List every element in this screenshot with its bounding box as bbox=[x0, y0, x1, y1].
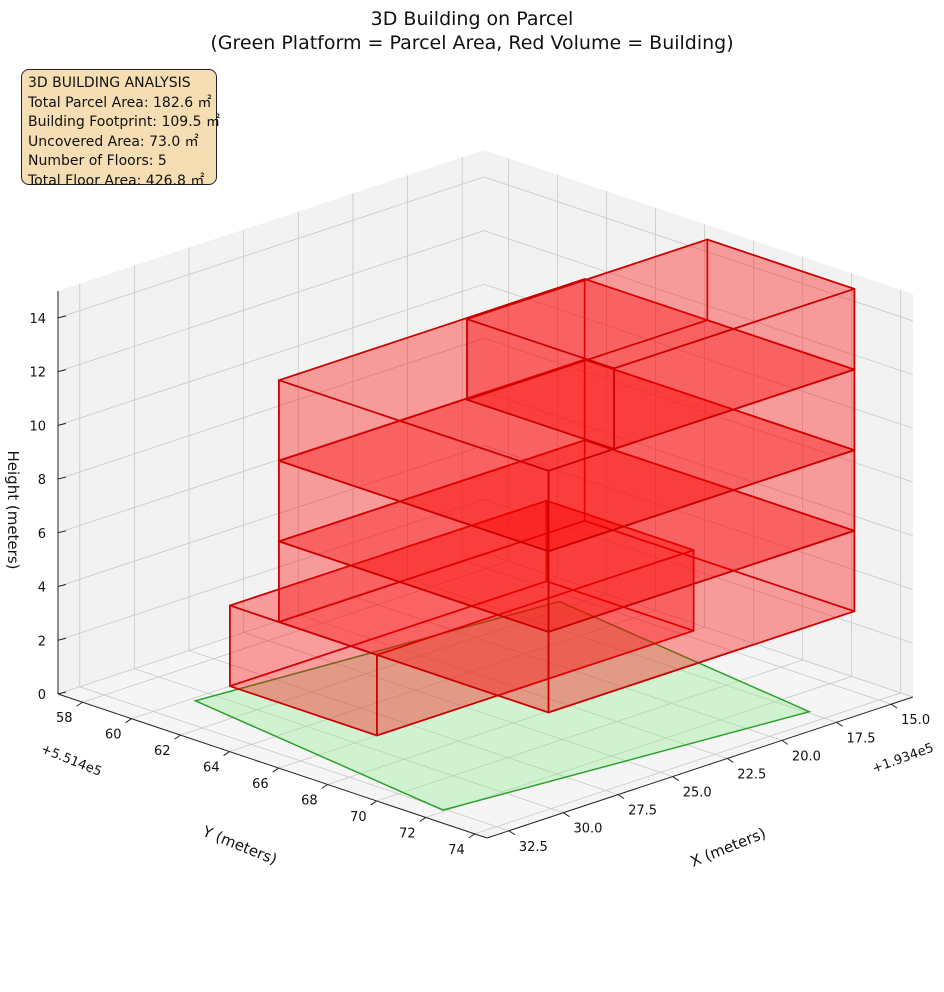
z-tick-label: 12 bbox=[29, 366, 46, 381]
x-tick-label: 68 bbox=[301, 794, 318, 809]
z-tick-label: 4 bbox=[38, 581, 46, 596]
x-tick-mark bbox=[125, 718, 132, 724]
x-tick-mark bbox=[370, 800, 377, 806]
x-tick-label: 74 bbox=[448, 843, 465, 858]
y-offset-label: +5.514e5 bbox=[39, 742, 104, 780]
x-offset-label: +1.934e5 bbox=[870, 741, 936, 777]
chart-title-line2: (Green Platform = Parcel Area, Red Volum… bbox=[210, 32, 734, 54]
floors-text: Number of Floors: 5 bbox=[28, 153, 167, 170]
grid-lines bbox=[57, 157, 914, 835]
footprint-text: Building Footprint: 109.5 ㎡ bbox=[28, 114, 221, 131]
x-tick-mark bbox=[223, 751, 230, 757]
y-tick-label: 22.5 bbox=[737, 767, 766, 782]
z-tick-mark bbox=[57, 369, 67, 373]
z-axis-label: Height (meters) bbox=[4, 451, 22, 570]
z-tick-label: 8 bbox=[38, 473, 46, 488]
y-tick-mark bbox=[617, 794, 625, 800]
z-tick-mark bbox=[57, 691, 67, 695]
x-tick-label: 62 bbox=[154, 744, 171, 759]
floor-pane bbox=[58, 553, 913, 838]
y-tick-mark bbox=[836, 721, 843, 727]
grid-line-z bbox=[57, 176, 914, 322]
y-axis-label: Y (meters) bbox=[199, 822, 280, 868]
floor-2 bbox=[278, 439, 856, 714]
z-tick-label: 2 bbox=[38, 634, 46, 649]
z-tick-label: 10 bbox=[29, 419, 46, 434]
floor-1 bbox=[229, 499, 695, 737]
y-tick-label: 20.0 bbox=[792, 749, 821, 764]
floor-4 bbox=[278, 278, 856, 553]
x-tick-label: 70 bbox=[350, 810, 367, 825]
building-volume bbox=[229, 238, 856, 737]
analysis-heading: 3D BUILDING ANALYSIS bbox=[28, 75, 191, 91]
back-pane-yz bbox=[58, 150, 484, 694]
z-tick-mark bbox=[57, 584, 67, 588]
x-tick-mark bbox=[272, 767, 279, 773]
x-axis-line bbox=[57, 693, 488, 839]
x-tick-mark bbox=[419, 817, 426, 822]
x-tick-mark bbox=[174, 734, 181, 740]
z-tick-label: 0 bbox=[38, 688, 46, 703]
z-tick-mark bbox=[57, 476, 67, 480]
y-tick-mark bbox=[563, 812, 570, 818]
y-tick-label: 25.0 bbox=[683, 786, 712, 801]
grid-line-z bbox=[57, 283, 914, 429]
y-axis-line bbox=[486, 696, 914, 839]
y-tick-label: 15.0 bbox=[901, 713, 930, 728]
floor-5 bbox=[466, 238, 856, 450]
grid-line-z bbox=[57, 230, 914, 375]
y-tick-mark bbox=[508, 830, 516, 836]
grid-line-z bbox=[57, 498, 914, 644]
grid-line-z bbox=[57, 445, 914, 590]
z-tick-mark bbox=[57, 315, 67, 319]
uncovered-area-text: Uncovered Area: 73.0 ㎡ bbox=[28, 133, 199, 150]
grid-line-z bbox=[57, 391, 914, 537]
floor-5-face-5 bbox=[466, 238, 856, 370]
y-tick-mark bbox=[781, 739, 789, 745]
floor-area-text: Total Floor Area: 426.8 ㎡ bbox=[28, 172, 205, 189]
z-tick-label: 14 bbox=[29, 312, 46, 327]
z-tick-mark bbox=[57, 637, 67, 641]
x-axis-label: X (meters) bbox=[688, 824, 769, 871]
y-tick-label: 30.0 bbox=[573, 822, 602, 837]
chart-title-line1: 3D Building on Parcel bbox=[370, 8, 574, 30]
y-tick-label: 17.5 bbox=[847, 731, 876, 746]
x-tick-mark bbox=[321, 784, 328, 789]
parcel-area-text: Total Parcel Area: 182.6 ㎡ bbox=[28, 94, 212, 111]
x-tick-label: 66 bbox=[252, 777, 269, 792]
parcel-platform bbox=[193, 600, 812, 811]
x-tick-label: 58 bbox=[56, 711, 73, 726]
y-tick-mark bbox=[727, 758, 734, 763]
x-tick-label: 72 bbox=[399, 826, 416, 841]
grid-line-z bbox=[57, 552, 914, 698]
y-tick-label: 32.5 bbox=[519, 840, 548, 855]
x-tick-mark bbox=[468, 833, 476, 839]
y-tick-mark bbox=[890, 703, 898, 709]
grid-line-z bbox=[57, 337, 914, 483]
x-tick-label: 60 bbox=[105, 728, 122, 743]
back-pane-xz bbox=[484, 150, 913, 697]
z-tick-label: 6 bbox=[38, 527, 46, 542]
x-tick-mark bbox=[76, 701, 83, 707]
y-tick-label: 27.5 bbox=[628, 804, 657, 819]
floor-3 bbox=[278, 358, 856, 633]
building-analysis-box: 3D BUILDING ANALYSIS Total Parcel Area: … bbox=[21, 69, 221, 189]
x-tick-label: 64 bbox=[203, 761, 220, 776]
z-tick-mark bbox=[57, 422, 67, 426]
z-tick-mark bbox=[57, 530, 67, 534]
y-tick-mark bbox=[672, 776, 679, 781]
